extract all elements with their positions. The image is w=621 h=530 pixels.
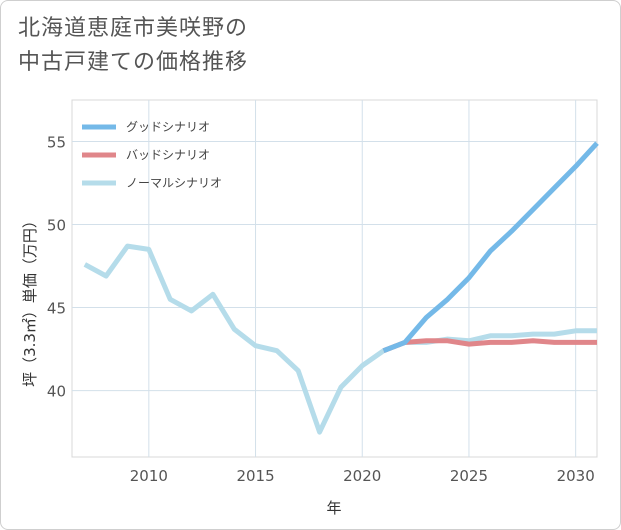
y-tick-label: 50 (47, 217, 66, 235)
x-tick-label: 2030 (557, 467, 595, 485)
chart-title-line-1: 北海道恵庭市美咲野の (18, 16, 249, 41)
chart-title: 北海道恵庭市美咲野の 中古戸建ての価格推移 (18, 12, 248, 80)
series-line-1 (382, 141, 599, 354)
legend-label: ノーマルシナリオ (126, 176, 222, 190)
y-tick-label: 40 (47, 383, 66, 401)
legend-label: バッドシナリオ (126, 148, 210, 162)
x-tick-label: 2020 (343, 467, 381, 485)
legend-label: グッドシナリオ (126, 120, 210, 134)
y-tick-label: 55 (47, 134, 66, 152)
x-tick-label: 2015 (236, 467, 274, 485)
series-line-2 (382, 338, 597, 354)
x-tick-label: 2025 (450, 467, 488, 485)
x-tick-label: 2010 (130, 467, 168, 485)
series-layer (83, 141, 599, 435)
x-axis-title: 年 (326, 499, 341, 517)
y-axis-title: 坪（3.3㎡）単価（万円） (21, 213, 39, 387)
y-tick-label: 45 (47, 300, 66, 318)
series-line-3 (83, 243, 597, 435)
chart-title-line-2: 中古戸建ての価格推移 (18, 50, 249, 75)
tick-labels: 2010 2015 2020 2025 2030 40 45 50 55 (47, 134, 595, 485)
